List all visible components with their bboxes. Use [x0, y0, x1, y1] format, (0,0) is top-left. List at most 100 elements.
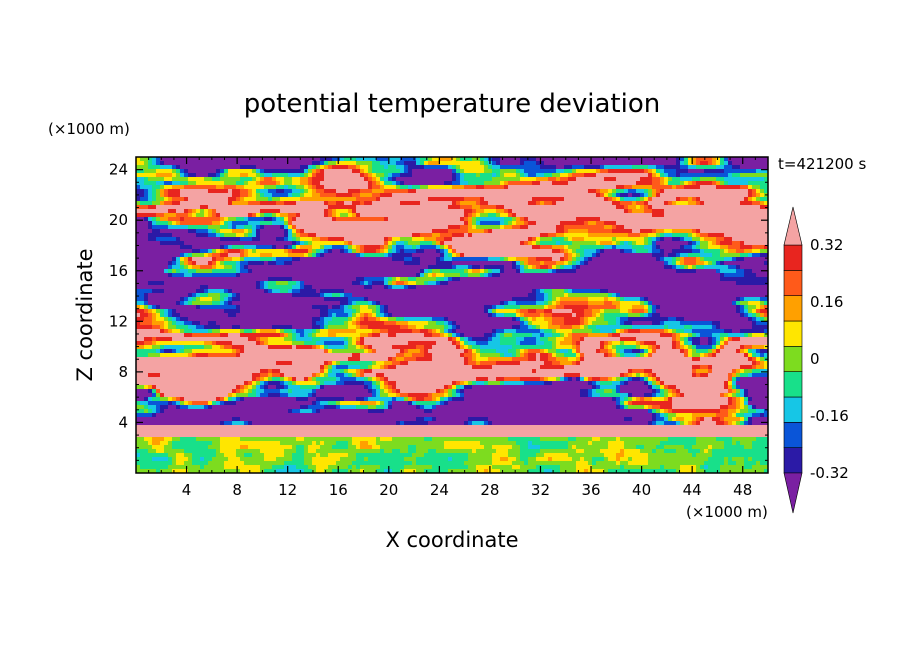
- field-cell: [716, 181, 721, 186]
- field-cell: [268, 213, 273, 218]
- field-cell: [700, 233, 705, 238]
- field-cell: [752, 277, 757, 282]
- field-cell: [684, 213, 689, 218]
- field-cell: [744, 277, 749, 282]
- field-cell: [252, 277, 257, 282]
- field-cell: [136, 257, 141, 262]
- field-cell: [196, 269, 201, 274]
- field-cell: [344, 221, 349, 226]
- field-cell: [464, 169, 469, 174]
- field-cell: [284, 261, 289, 266]
- field-cell: [232, 261, 237, 266]
- field-cell: [140, 201, 145, 206]
- field-cell: [280, 261, 285, 266]
- field-cell: [704, 165, 709, 170]
- field-cell: [468, 201, 473, 206]
- field-cell: [172, 229, 177, 234]
- field-cell: [352, 261, 357, 266]
- field-cell: [712, 241, 717, 246]
- field-cell: [324, 221, 329, 226]
- field-cell: [484, 273, 489, 278]
- field-cell: [436, 177, 441, 182]
- field-cell: [644, 173, 649, 178]
- field-cell: [688, 201, 693, 206]
- field-cell: [584, 277, 589, 282]
- field-cell: [624, 157, 629, 162]
- field-cell: [252, 193, 257, 198]
- field-cell: [660, 253, 665, 258]
- field-cell: [760, 161, 765, 166]
- field-cell: [396, 173, 401, 178]
- field-cell: [424, 177, 429, 182]
- field-cell: [196, 241, 201, 246]
- field-cell: [448, 209, 453, 214]
- field-cell: [184, 229, 189, 234]
- field-cell: [336, 193, 341, 198]
- field-cell: [432, 173, 437, 178]
- field-cell: [252, 249, 257, 254]
- field-cell: [296, 189, 301, 194]
- field-cell: [444, 205, 449, 210]
- field-cell: [448, 165, 453, 170]
- field-cell: [708, 249, 713, 254]
- field-cell: [724, 249, 729, 254]
- field-cell: [296, 185, 301, 190]
- field-cell: [240, 169, 245, 174]
- field-cell: [460, 265, 465, 270]
- field-cell: [328, 193, 333, 198]
- field-cell: [468, 229, 473, 234]
- field-cell: [460, 269, 465, 274]
- field-cell: [588, 237, 593, 242]
- field-cell: [268, 173, 273, 178]
- field-cell: [516, 269, 521, 274]
- field-cell: [580, 201, 585, 206]
- field-cell: [236, 241, 241, 246]
- field-cell: [380, 185, 385, 190]
- field-cell: [752, 209, 757, 214]
- field-cell: [368, 221, 373, 226]
- field-cell: [308, 197, 313, 202]
- field-cell: [280, 257, 285, 262]
- field-cell: [744, 217, 749, 222]
- field-cell: [140, 225, 145, 230]
- field-cell: [716, 197, 721, 202]
- field-cell: [540, 197, 545, 202]
- field-cell: [676, 217, 681, 222]
- field-cell: [712, 193, 717, 198]
- field-cell: [572, 209, 577, 214]
- field-cell: [572, 257, 577, 262]
- field-cell: [480, 257, 485, 262]
- field-cell: [200, 253, 205, 258]
- field-cell: [640, 217, 645, 222]
- field-cell: [256, 269, 261, 274]
- field-cell: [724, 237, 729, 242]
- field-cell: [512, 225, 517, 230]
- field-cell: [444, 277, 449, 282]
- field-cell: [528, 209, 533, 214]
- field-cell: [408, 209, 413, 214]
- field-cell: [144, 253, 149, 258]
- field-cell: [460, 233, 465, 238]
- field-cell: [336, 209, 341, 214]
- field-cell: [720, 245, 725, 250]
- field-cell: [660, 221, 665, 226]
- field-cell: [312, 197, 317, 202]
- field-cell: [316, 209, 321, 214]
- field-cell: [684, 161, 689, 166]
- field-cell: [556, 213, 561, 218]
- field-cell: [680, 193, 685, 198]
- field-cell: [480, 237, 485, 242]
- field-cell: [372, 209, 377, 214]
- field-cell: [752, 241, 757, 246]
- field-cell: [688, 253, 693, 258]
- field-cell: [352, 185, 357, 190]
- field-cell: [648, 221, 653, 226]
- field-cell: [760, 213, 765, 218]
- field-cell: [332, 221, 337, 226]
- field-cell: [392, 281, 397, 286]
- field-cell: [252, 229, 257, 234]
- field-cell: [252, 205, 257, 210]
- field-cell: [360, 193, 365, 198]
- field-cell: [376, 197, 381, 202]
- field-cell: [240, 181, 245, 186]
